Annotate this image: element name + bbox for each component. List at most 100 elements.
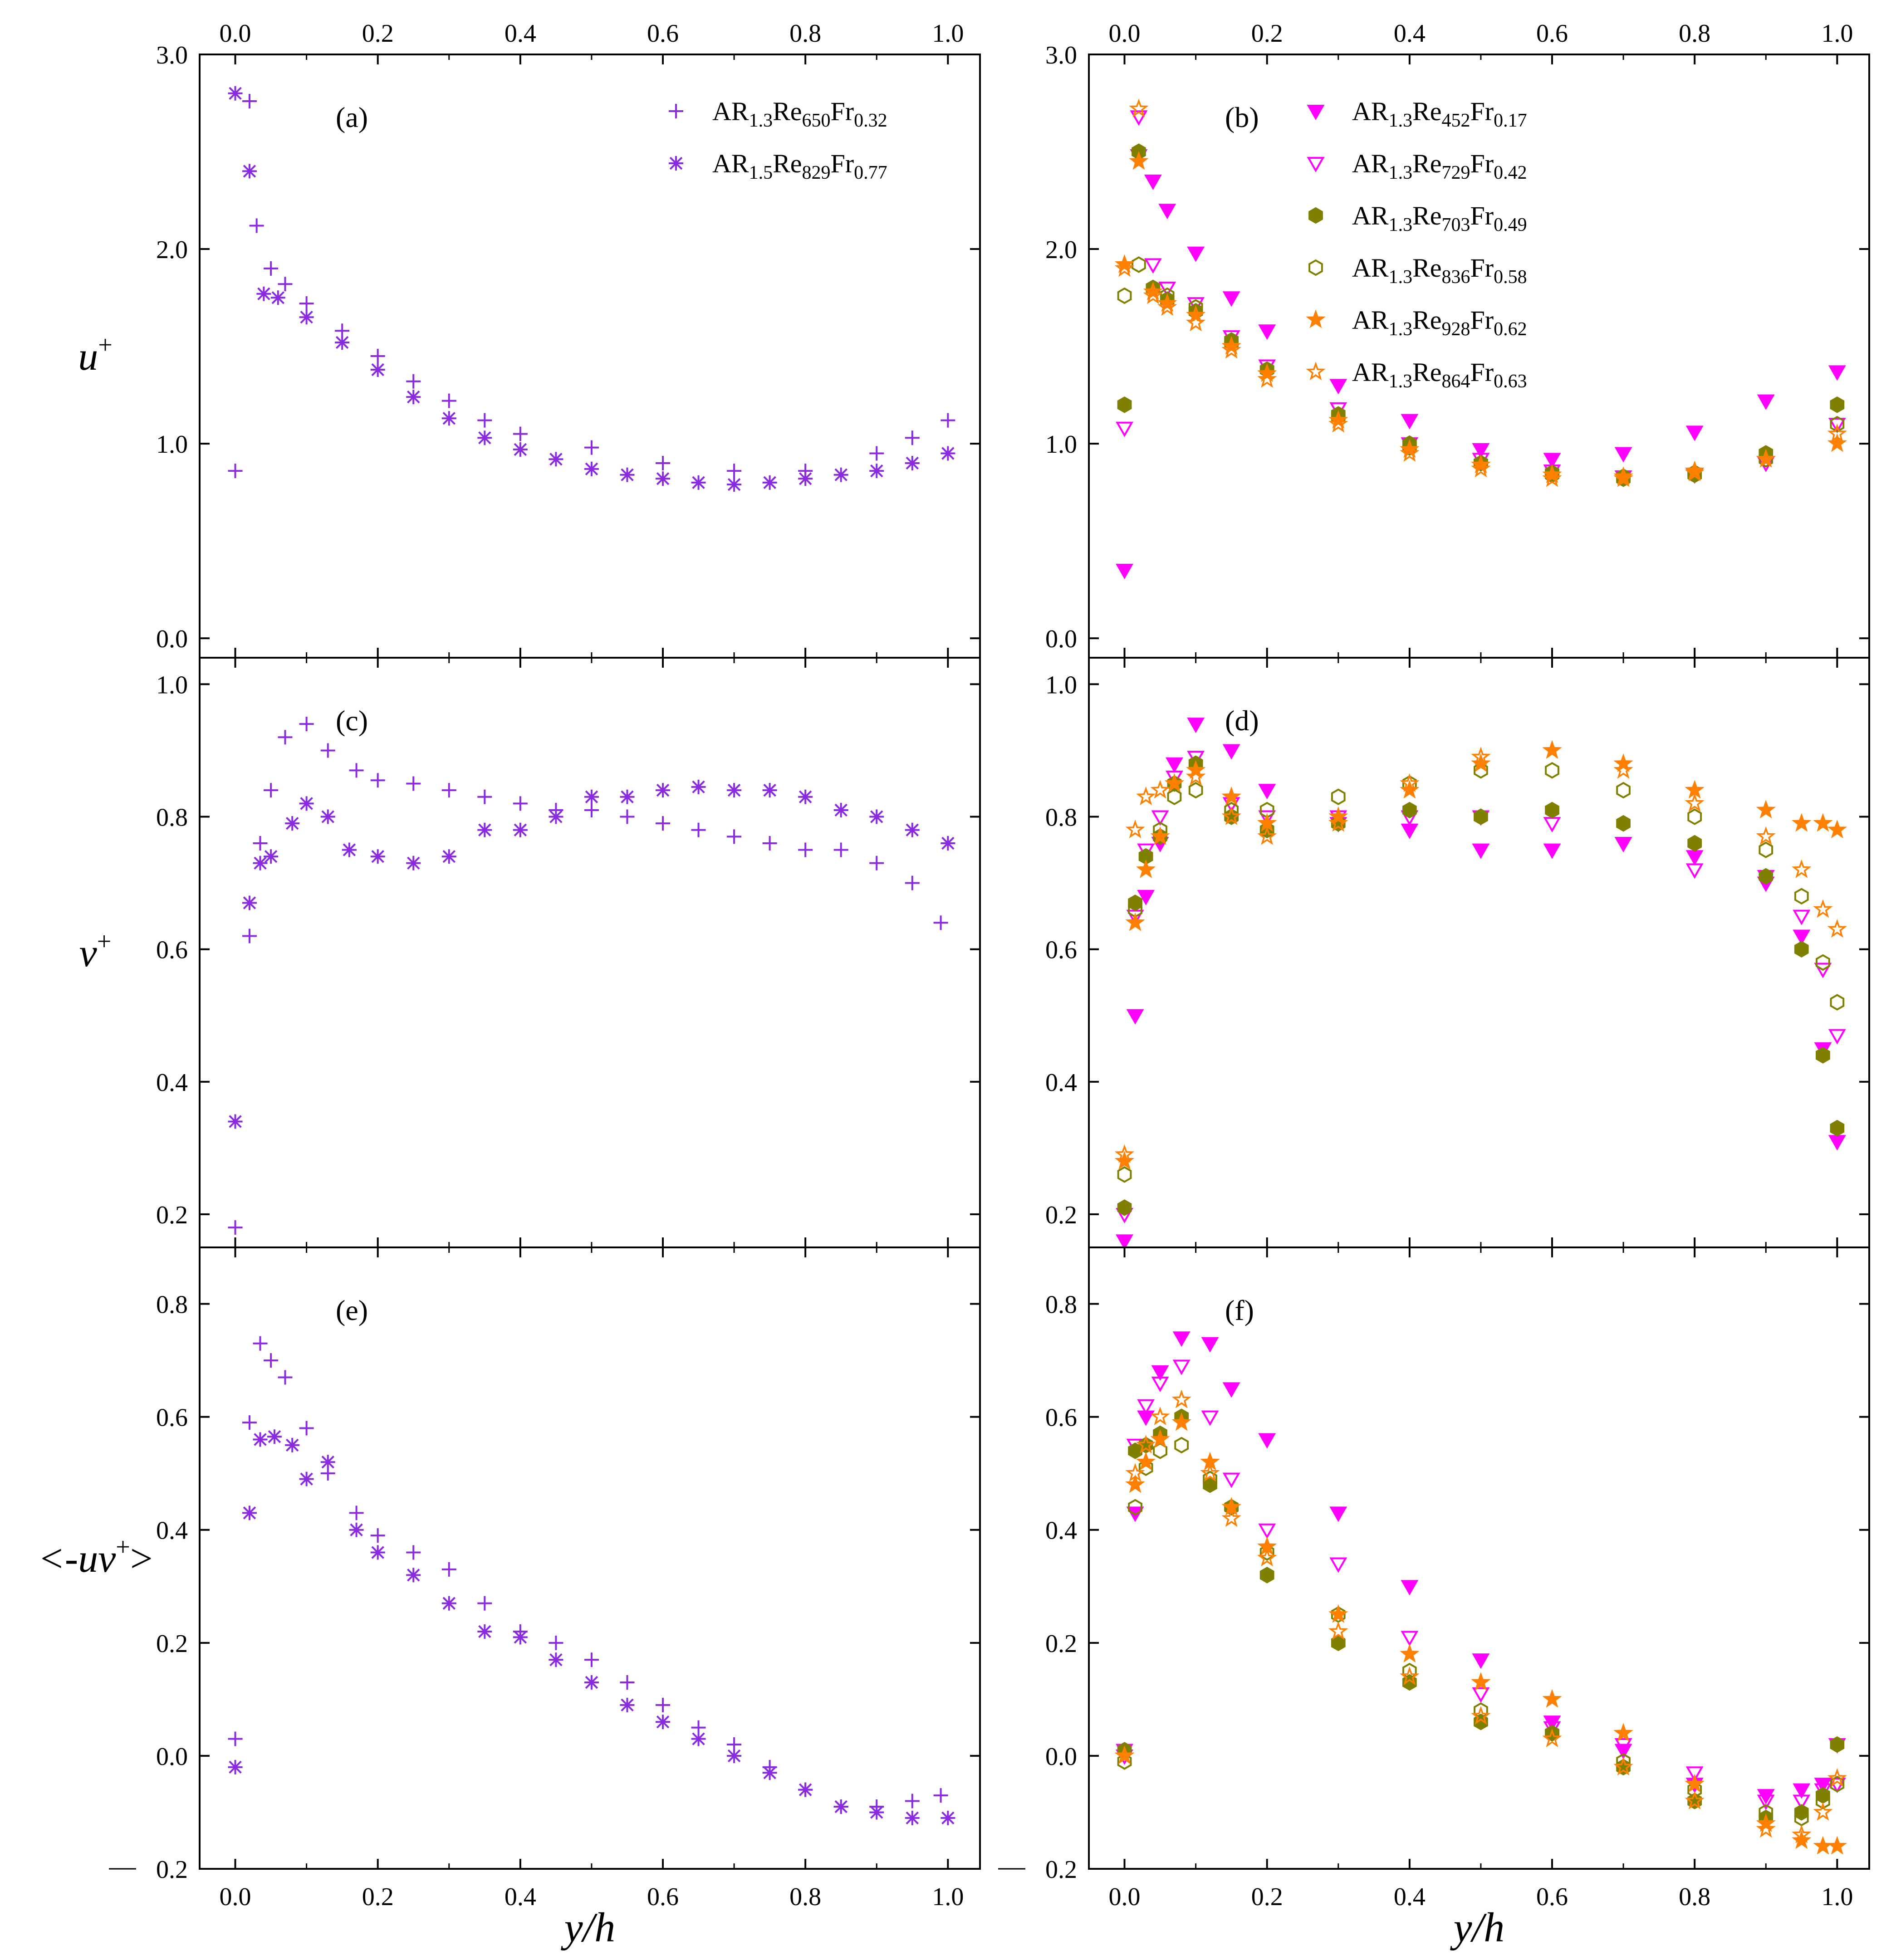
- data-point: [1136, 786, 1156, 806]
- data-point: [1329, 379, 1347, 395]
- data-point: [941, 1810, 955, 1825]
- data-point: [1816, 954, 1830, 971]
- x-tick-label-top: 0.4: [505, 20, 536, 48]
- data-point: [1137, 1399, 1155, 1415]
- data-point: [1828, 1029, 1846, 1045]
- data-point: [1792, 813, 1812, 832]
- data-point: [656, 471, 670, 486]
- data-point: [1151, 1376, 1169, 1392]
- y-tick-label: 2.0: [1045, 236, 1077, 264]
- data-point: [1174, 1437, 1189, 1454]
- data-point: [264, 261, 279, 276]
- data-point: [1474, 762, 1488, 779]
- panel-frame: [199, 657, 981, 1248]
- data-point: [1545, 762, 1559, 779]
- data-point: [1542, 468, 1562, 487]
- data-point: [933, 1788, 948, 1803]
- panel-label: (f): [1225, 1294, 1254, 1326]
- x-tick-label-top: 0.8: [789, 20, 821, 48]
- data-point: [1221, 786, 1241, 806]
- data-point: [285, 1437, 300, 1452]
- y-tick-label: 0.2: [156, 1856, 188, 1884]
- data-point: [1153, 1442, 1167, 1459]
- data-point: [1144, 258, 1162, 274]
- data-point: [1400, 773, 1420, 792]
- data-point: [1116, 563, 1133, 579]
- data-point: [1685, 460, 1705, 479]
- x-tick-label-top: 0.0: [1109, 20, 1141, 48]
- series-f-2: [1116, 1359, 1846, 1810]
- data-point: [1687, 835, 1702, 852]
- data-point: [477, 1624, 492, 1639]
- data-point: [1400, 1666, 1420, 1686]
- data-point: [798, 842, 813, 857]
- data-point: [1186, 313, 1206, 332]
- data-point: [1402, 439, 1417, 456]
- data-point: [1685, 1790, 1705, 1810]
- data-point: [228, 464, 243, 479]
- data-point: [1136, 1435, 1156, 1454]
- data-point: [253, 855, 268, 870]
- data-point: [584, 789, 599, 804]
- data-point: [1329, 1506, 1347, 1522]
- data-point: [1792, 1830, 1812, 1849]
- y-tick-label: 0.2: [1045, 1201, 1077, 1229]
- series-d-3: [1117, 755, 1845, 1216]
- x-tick-label-top: 0.2: [1251, 20, 1283, 48]
- data-point: [905, 1810, 920, 1825]
- data-point: [1830, 1736, 1845, 1753]
- data-point: [1114, 258, 1135, 277]
- data-point: [1187, 718, 1205, 733]
- data-point: [1125, 1474, 1145, 1493]
- y-tick-label: 0.2: [156, 1201, 188, 1229]
- data-point: [242, 1505, 257, 1520]
- data-point: [1471, 1706, 1491, 1725]
- panel-frame: [199, 1246, 981, 1870]
- data-point: [1814, 963, 1832, 978]
- data-point: [798, 1782, 813, 1797]
- data-point: [1685, 793, 1705, 812]
- data-point: [1129, 151, 1149, 170]
- data-point: [656, 1715, 670, 1730]
- data-point: [406, 855, 421, 870]
- data-point: [228, 1114, 243, 1129]
- panel-d: 0.2 0.4 0.6 0.8 1.0 (d): [1045, 657, 1870, 1250]
- data-point: [1827, 919, 1847, 938]
- data-point: [342, 842, 357, 857]
- panel-frame: [199, 54, 981, 659]
- data-point: [1328, 1604, 1348, 1623]
- data-point: [1258, 810, 1276, 826]
- data-point: [1472, 1687, 1490, 1703]
- data-point: [933, 915, 948, 930]
- series-f-3: [1117, 1408, 1845, 1827]
- data-point: [1224, 1499, 1239, 1516]
- y-tick-label: 3.0: [156, 41, 188, 69]
- data-point: [1150, 1429, 1170, 1448]
- y-tick-label: 0.6: [1045, 1404, 1077, 1432]
- data-point: [513, 1630, 528, 1645]
- data-point: [1402, 1662, 1417, 1680]
- data-point: [1613, 1756, 1633, 1776]
- panel-e: 0.0 0.2 0.4 0.6 0.8 1.0 0.2 0.0 0.2 0.4 0.6 0.8 (e) <…: [38, 1246, 981, 1911]
- data-point: [727, 829, 742, 844]
- legend-entry: AR1.3Re864Fr0.63: [1352, 357, 1527, 392]
- y-tick-label: 0.4: [156, 1069, 188, 1097]
- data-point: [762, 783, 777, 798]
- y-tick-label: 0.6: [156, 936, 188, 964]
- data-point: [584, 1652, 599, 1667]
- data-point: [1186, 767, 1206, 786]
- data-point: [656, 455, 670, 470]
- data-point: [1151, 1365, 1169, 1381]
- x-tick-label-top: 1.0: [932, 20, 964, 48]
- panel-b: 0.0 0.2 0.4 0.6 0.8 1.0 0.0 1.0 2.0 3.0 (b): [1045, 20, 1870, 659]
- data-point: [656, 816, 670, 831]
- data-point: [1259, 1567, 1274, 1584]
- data-point: [762, 1765, 777, 1780]
- legend-marker: [669, 104, 683, 118]
- data-point: [1614, 447, 1632, 463]
- legend-marker: [1307, 105, 1325, 121]
- data-point: [1125, 819, 1145, 839]
- data-point: [620, 467, 635, 482]
- x-tick-label: 0.4: [1394, 1883, 1426, 1911]
